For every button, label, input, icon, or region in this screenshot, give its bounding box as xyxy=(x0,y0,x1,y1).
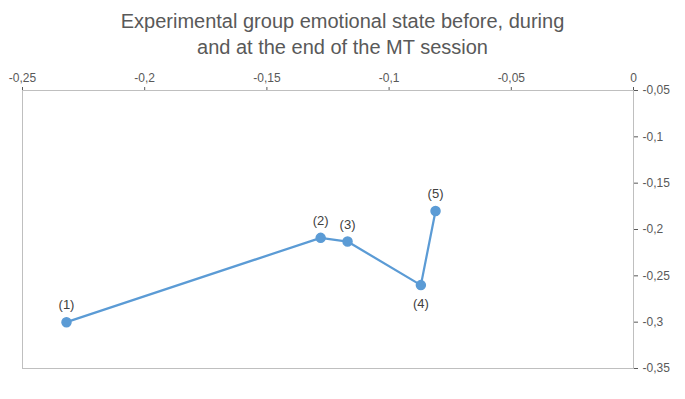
svg-text:-0,15: -0,15 xyxy=(643,176,671,190)
svg-text:-0,05: -0,05 xyxy=(643,83,671,97)
svg-text:-0,2: -0,2 xyxy=(643,222,664,236)
svg-text:-0,15: -0,15 xyxy=(253,71,281,85)
svg-text:-0,05: -0,05 xyxy=(498,71,526,85)
svg-text:-0,1: -0,1 xyxy=(643,130,664,144)
html-text:Experimental group emotional s: Experimental group emotional state befor… xyxy=(120,10,565,58)
svg-text:(2): (2) xyxy=(313,213,329,228)
svg-text:(4): (4) xyxy=(413,296,429,311)
svg-text:-0,2: -0,2 xyxy=(134,71,155,85)
svg-text:-0,3: -0,3 xyxy=(643,315,664,329)
svg-text:-0,25: -0,25 xyxy=(9,71,37,85)
svg-text:(5): (5) xyxy=(428,186,444,201)
svg-text:-0,1: -0,1 xyxy=(379,71,400,85)
svg-text:(3): (3) xyxy=(340,217,356,232)
svg-text:(1): (1) xyxy=(59,297,75,312)
svg-text:-0,25: -0,25 xyxy=(643,269,671,283)
svg-text:-0,35: -0,35 xyxy=(643,361,671,375)
svg-text:0: 0 xyxy=(630,71,637,85)
